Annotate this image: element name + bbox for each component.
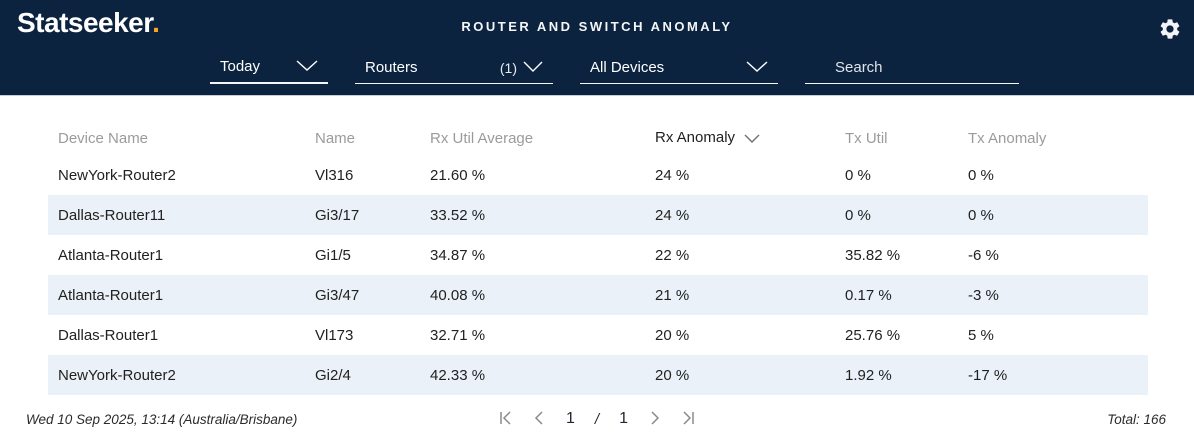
cell-device-name: Dallas-Router1 [58,326,159,344]
total-pages: 1 [619,410,628,427]
chevron-down-icon [296,58,318,75]
cell-rx-util-average: 40.08 % [420,275,645,315]
table-row[interactable]: Atlanta-Router1 Gi3/47 40.08 % 21 % 0.17… [48,275,1148,315]
cell-rx-util-average: 42.33 % [420,355,645,395]
cell-tx-util: 0 % [845,166,871,184]
cell-tx-util: 25.76 % [845,326,901,344]
cell-name: Vl316 [315,166,354,184]
statseeker-logo: Statseeker. [17,7,160,39]
cell-tx-util: 0 % [835,195,958,235]
app-header: Statseeker. ROUTER AND SWITCH ANOMALY To… [0,0,1194,96]
filter-row: Today Routers (1) All Devices [210,54,1019,84]
cell-tx-util: 0.17 % [835,275,958,315]
time-range-dropdown[interactable]: Today [210,54,328,84]
cell-device-name: Atlanta-Router1 [48,275,305,315]
first-page-button[interactable] [494,408,518,431]
cell-tx-anomaly: -6 % [968,246,999,264]
last-page-icon [680,410,696,429]
cell-tx-util: 1.92 % [835,355,958,395]
chevron-down-icon [746,59,768,76]
cell-tx-anomaly: 0 % [958,195,1148,235]
report-timestamp: Wed 10 Sep 2025, 13:14 (Australia/Brisba… [26,411,298,427]
column-header-rx-anomaly[interactable]: Rx Anomaly [645,121,835,155]
cell-tx-anomaly: -3 % [958,275,1148,315]
chevron-left-icon [532,410,546,429]
table-row[interactable]: Atlanta-Router1 Gi1/5 34.87 % 22 % 35.82… [48,235,1148,275]
cell-rx-anomaly: 24 % [645,195,835,235]
device-value: All Devices [590,59,665,76]
chevron-right-icon [648,410,662,429]
column-header-tx-anomaly[interactable]: Tx Anomaly [968,129,1047,147]
logo-dot: . [152,7,160,38]
group-dropdown[interactable]: Routers (1) [355,55,553,84]
current-page: 1 [566,410,575,427]
device-dropdown[interactable]: All Devices [580,55,778,84]
logo-text: Statseeker [17,7,153,38]
time-range-value: Today [220,58,261,75]
cell-name: Gi1/5 [315,246,351,264]
column-header-tx-util[interactable]: Tx Util [845,129,888,147]
previous-page-button[interactable] [528,408,550,431]
settings-button[interactable] [1158,17,1182,41]
table-row[interactable]: NewYork-Router2 Vl316 21.60 % 24 % 0 % 0… [48,155,1148,195]
total-count: Total: 166 [1107,411,1166,427]
column-header-device-name[interactable]: Device Name [58,129,149,147]
page-title: ROUTER AND SWITCH ANOMALY [461,19,733,34]
anomaly-table: Device Name Name Rx Util Average Rx Anom… [48,121,1148,395]
cell-name: Vl173 [315,326,354,344]
cell-device-name: NewYork-Router2 [48,355,305,395]
cell-rx-anomaly: 21 % [645,275,835,315]
column-header-rx-util-average[interactable]: Rx Util Average [430,129,534,147]
column-header-name[interactable]: Name [315,129,356,147]
last-page-button[interactable] [676,408,700,431]
cell-device-name: NewYork-Router2 [58,166,176,184]
cell-rx-util-average: 33.52 % [420,195,645,235]
table-header-row: Device Name Name Rx Util Average Rx Anom… [48,121,1148,155]
cell-device-name: Atlanta-Router1 [58,246,164,264]
cell-tx-anomaly: 5 % [968,326,994,344]
app-footer: Wed 10 Sep 2025, 13:14 (Australia/Brisba… [0,396,1194,442]
next-page-button[interactable] [644,408,666,431]
cell-rx-util-average: 21.60 % [430,166,486,184]
cell-name: Gi2/4 [305,355,420,395]
cell-tx-anomaly: -17 % [958,355,1148,395]
table-area: Device Name Name Rx Util Average Rx Anom… [0,96,1194,395]
gear-icon [1158,19,1182,44]
chevron-down-icon [523,59,543,76]
cell-rx-util-average: 32.71 % [430,326,486,344]
table-row[interactable]: Dallas-Router1 Vl173 32.71 % 20 % 25.76 … [48,315,1148,355]
cell-rx-anomaly: 20 % [645,355,835,395]
table-body: NewYork-Router2 Vl316 21.60 % 24 % 0 % 0… [48,155,1148,395]
cell-rx-anomaly: 20 % [655,326,690,344]
cell-tx-anomaly: 0 % [968,166,994,184]
group-count: (1) [499,59,517,76]
cell-rx-util-average: 34.87 % [430,246,486,264]
cell-name: Gi3/47 [305,275,420,315]
cell-rx-anomaly: 24 % [655,166,690,184]
cell-rx-anomaly: 22 % [655,246,690,264]
page-separator: / [594,410,600,428]
search-input[interactable] [805,55,1019,76]
cell-tx-util: 35.82 % [845,246,901,264]
group-value: Routers [365,59,418,76]
sort-descending-icon [744,130,760,147]
table-row[interactable]: NewYork-Router2 Gi2/4 42.33 % 20 % 1.92 … [48,355,1148,395]
first-page-icon [498,410,514,429]
table-row[interactable]: Dallas-Router11 Gi3/17 33.52 % 24 % 0 % … [48,195,1148,235]
search-field [805,55,1019,84]
cell-name: Gi3/17 [305,195,420,235]
pagination: 1 / 1 [494,408,700,431]
cell-device-name: Dallas-Router11 [48,195,305,235]
